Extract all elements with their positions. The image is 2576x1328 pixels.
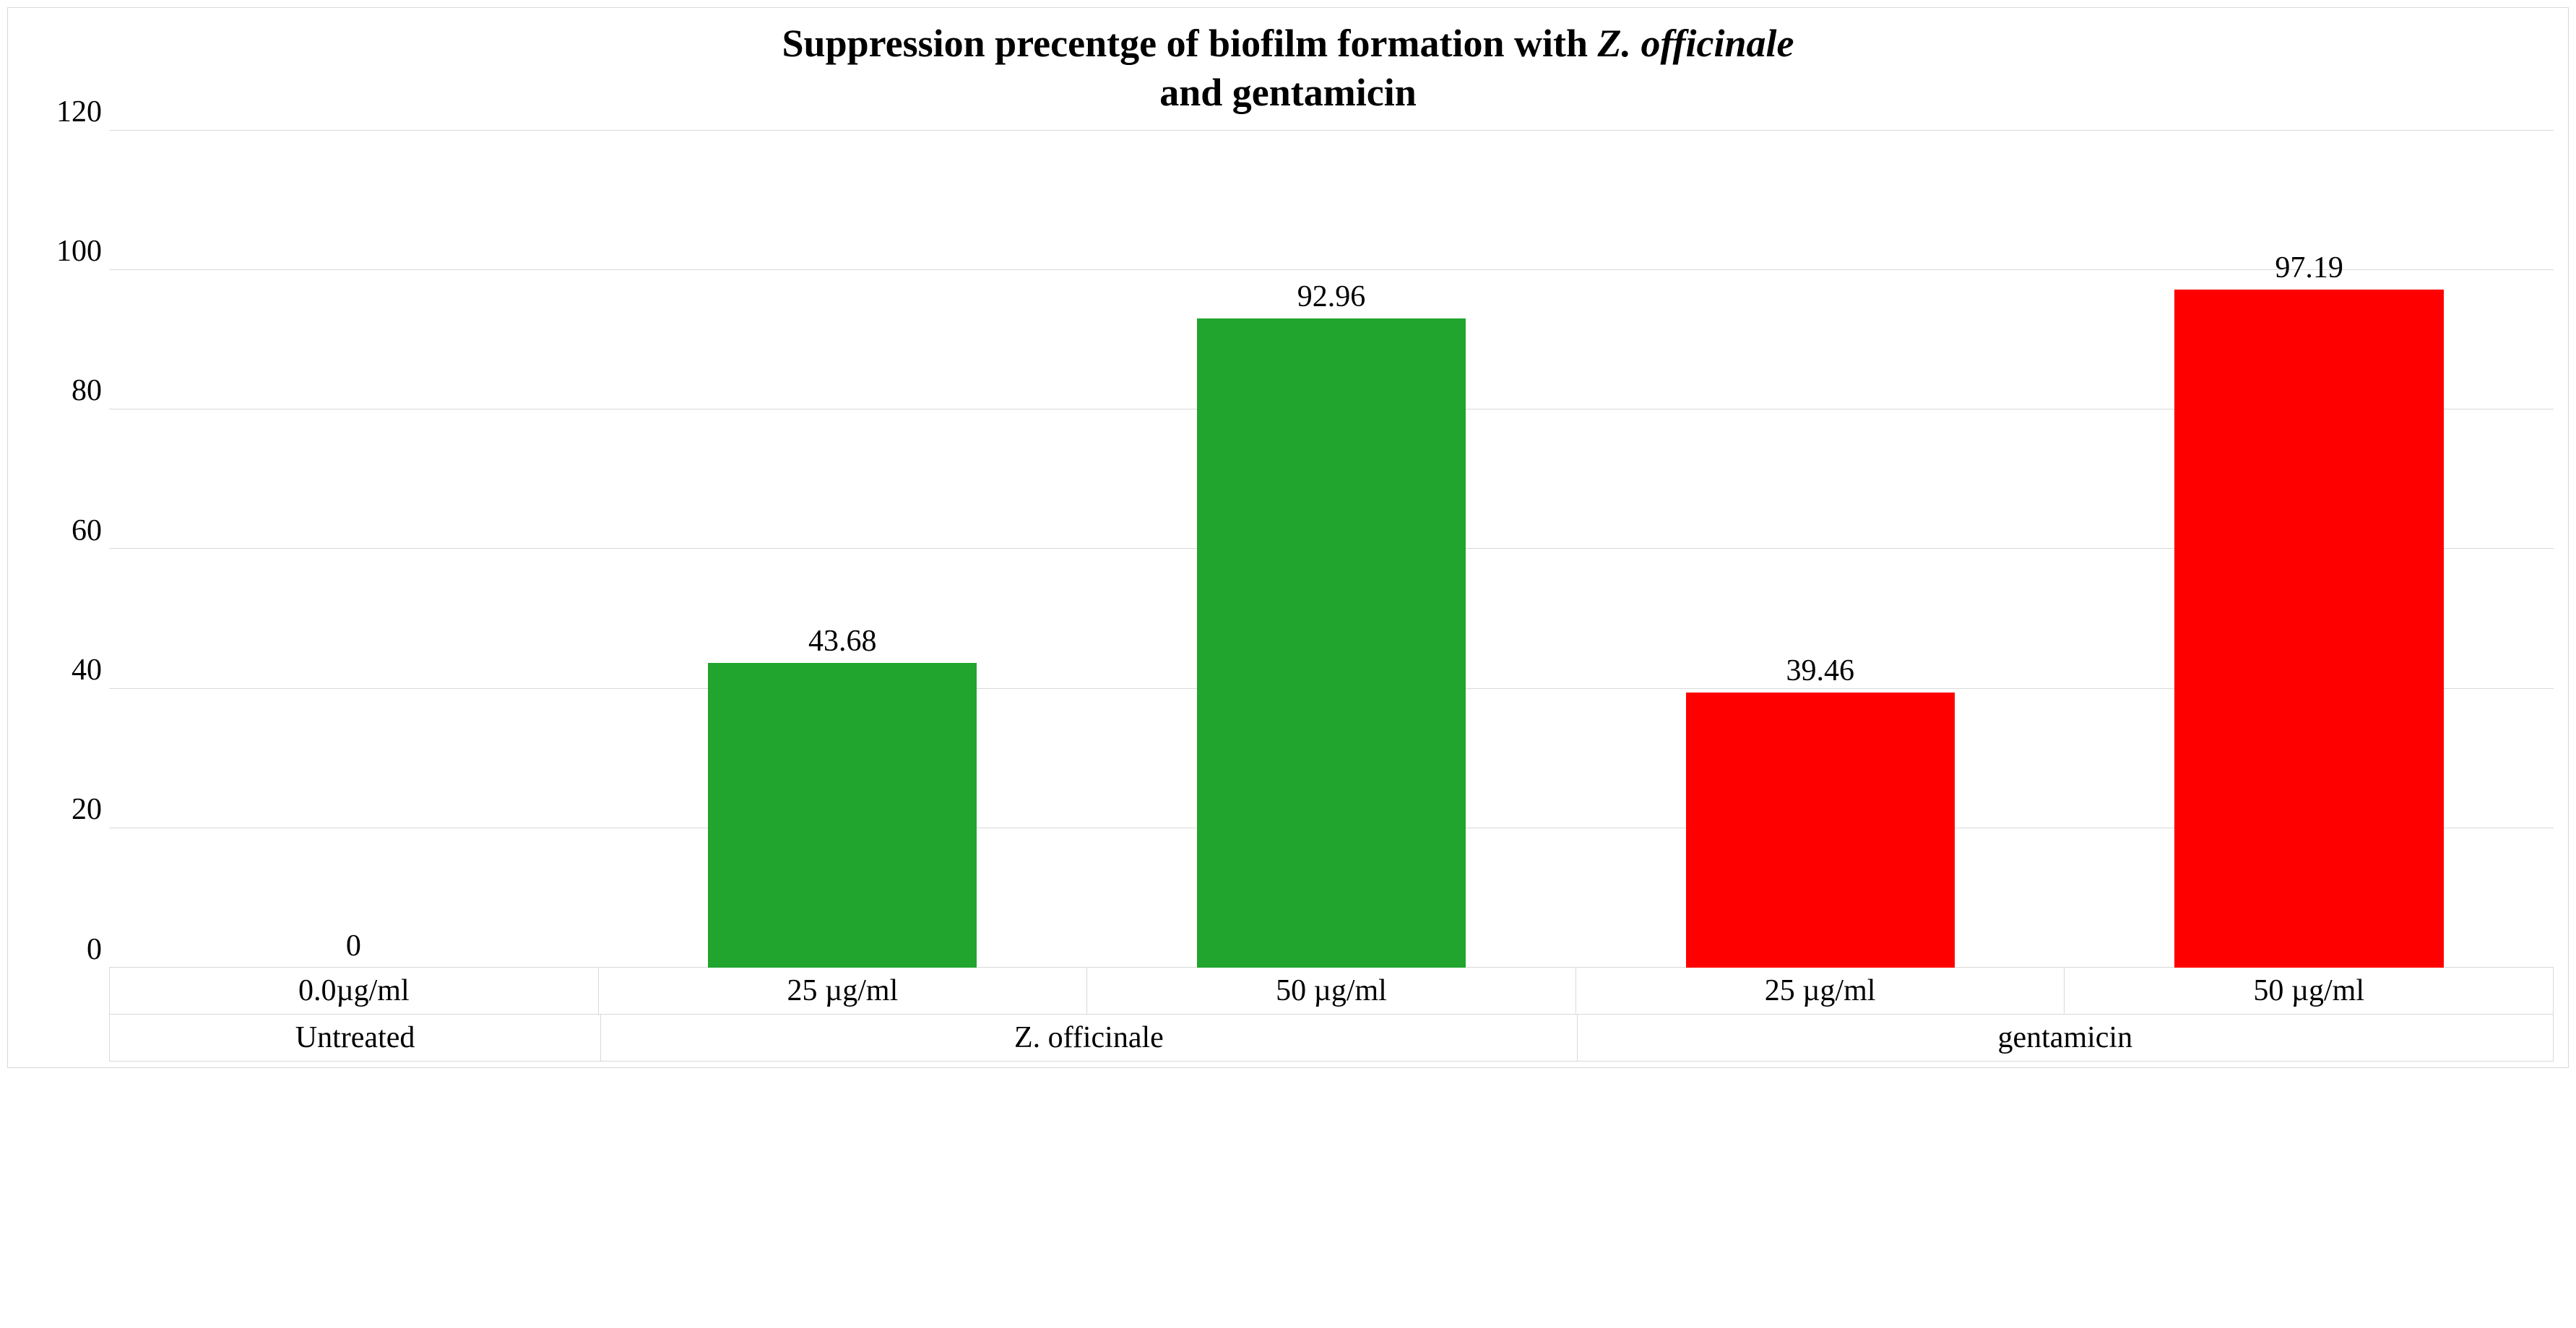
x-group-row: UntreatedZ. officinalegentamicin [109, 1015, 2554, 1062]
x-group-label: Z. officinale [601, 1015, 1577, 1062]
chart-title-prefix: Suppression precentge of biofilm formati… [782, 22, 1598, 65]
y-axis-spacer [22, 968, 109, 1015]
y-axis-spacer [22, 1015, 109, 1062]
chart-container: Suppression precentge of biofilm formati… [7, 7, 2569, 1068]
plot-area: 0 43.68 92.96 39.46 97.19 [109, 130, 2554, 968]
chart-title-italic: Z. officinale [1598, 22, 1794, 65]
x-category-row: 0.0µg/ml25 µg/ml50 µg/ml25 µg/ml50 µg/ml [109, 968, 2554, 1015]
x-axis: 0.0µg/ml25 µg/ml50 µg/ml25 µg/ml50 µg/ml [22, 968, 2554, 1015]
x-category-label: 25 µg/ml [1576, 968, 2065, 1015]
bar-value-label: 0 [346, 929, 361, 963]
bar [1686, 693, 1955, 968]
y-axis: 120100806040200 [22, 130, 109, 968]
x-category-label: 25 µg/ml [599, 968, 1088, 1015]
chart-title-suffix: and gentamicin [1159, 71, 1417, 114]
bar-value-label: 97.19 [2275, 251, 2343, 285]
x-category-label: 50 µg/ml [2065, 968, 2554, 1015]
x-category-label: 0.0µg/ml [109, 968, 599, 1015]
x-axis-groups: UntreatedZ. officinalegentamicin [22, 1015, 2554, 1062]
bar-slot: 43.68 [598, 130, 1087, 968]
bar-slot: 0 [109, 130, 598, 968]
bar-slot: 39.46 [1576, 130, 2065, 968]
bar-value-label: 39.46 [1786, 654, 1855, 688]
chart-title: Suppression precentge of biofilm formati… [22, 19, 2554, 117]
bar [1197, 318, 1466, 968]
x-group-label: gentamicin [1578, 1015, 2554, 1062]
plot-wrap: 120100806040200 0 43.68 92.96 39.46 97.19 [22, 130, 2554, 968]
bar [2174, 290, 2443, 968]
bar [708, 663, 977, 968]
bar-value-label: 92.96 [1297, 279, 1366, 314]
bar-value-label: 43.68 [808, 624, 877, 659]
bar-slot: 97.19 [2065, 130, 2554, 968]
bar-slot: 92.96 [1087, 130, 1576, 968]
x-group-label: Untreated [109, 1015, 601, 1062]
x-category-label: 50 µg/ml [1087, 968, 1576, 1015]
bars-row: 0 43.68 92.96 39.46 97.19 [109, 130, 2554, 968]
